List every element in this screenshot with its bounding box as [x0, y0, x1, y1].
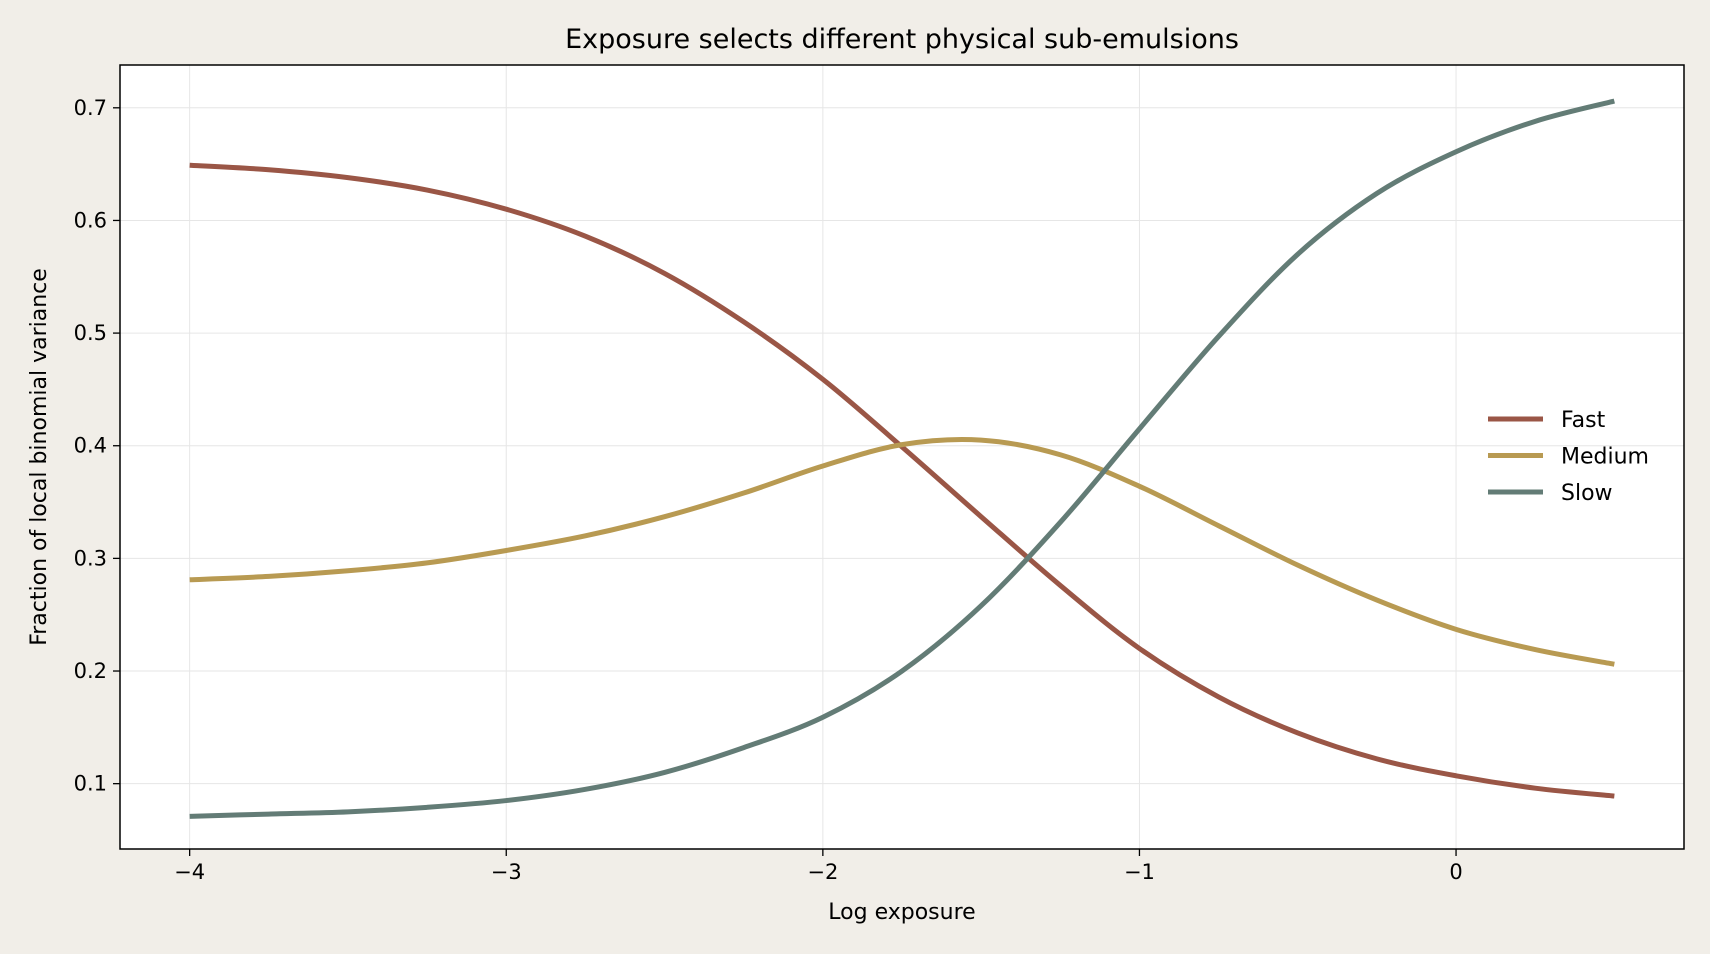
legend-label-slow: Slow [1561, 481, 1613, 506]
plot-area [120, 65, 1684, 849]
y-tick-label: 0.4 [74, 434, 107, 458]
grid [120, 65, 1684, 849]
x-tick-label: 0 [1449, 860, 1462, 884]
x-tick-label: −2 [807, 860, 838, 884]
y-tick-label: 0.6 [74, 208, 107, 232]
x-tick-label: −1 [1124, 860, 1155, 884]
y-tick-label: 0.1 [74, 772, 107, 796]
chart-title: Exposure selects different physical sub-… [565, 24, 1239, 55]
series-line-medium [189, 436, 1615, 667]
y-tick-label: 0.7 [74, 96, 107, 120]
y-axis-label: Fraction of local binomial variance [27, 268, 52, 646]
x-axis-label: Log exposure [828, 900, 975, 925]
plot-frame [119, 64, 1685, 850]
x-tick-label: −3 [491, 860, 522, 884]
legend-label-fast: Fast [1561, 408, 1606, 433]
series-layer [189, 98, 1615, 819]
y-tick-label: 0.5 [74, 321, 107, 345]
x-tick-label: −4 [174, 860, 205, 884]
axes: −4 −3 −2 −1 0 0.1 0.2 0.3 0.4 0.5 0.6 0.7 [74, 96, 1463, 884]
legend: Fast Medium Slow [1488, 408, 1649, 506]
y-tick-label: 0.3 [74, 546, 107, 570]
legend-label-medium: Medium [1561, 445, 1649, 470]
y-tick-label: 0.2 [74, 659, 107, 683]
series-line-slow [189, 98, 1615, 819]
